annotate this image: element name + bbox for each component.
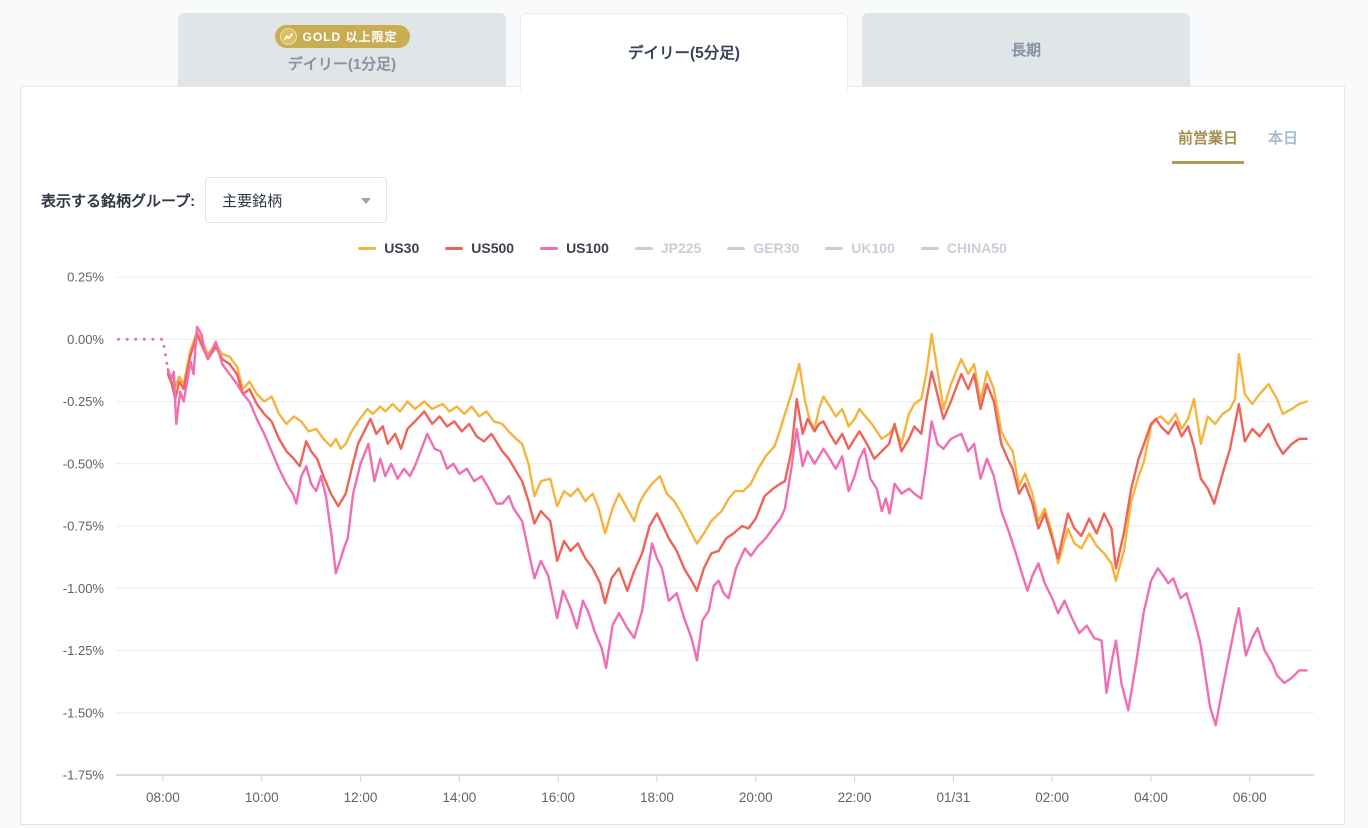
legend-dash-icon xyxy=(540,246,559,250)
y-axis-label: 0.00% xyxy=(67,332,104,347)
legend-dash-icon xyxy=(825,246,844,250)
x-axis-label: 04:00 xyxy=(1134,790,1168,805)
legend-label: US30 xyxy=(384,240,420,256)
gold-badge: GOLD 以上限定 xyxy=(274,25,410,48)
symbol-group-select[interactable]: 主要銘柄 xyxy=(205,177,388,223)
tab-daily-1min[interactable]: GOLD 以上限定 デイリー(1分足) xyxy=(178,13,506,86)
legend-dash-icon xyxy=(445,246,464,250)
series-us30-line xyxy=(166,330,1308,582)
legend-item-us500[interactable]: US500 xyxy=(445,240,514,256)
period-toggle: 前営業日 本日 xyxy=(1171,127,1298,164)
y-axis-label: -1.25% xyxy=(63,643,105,658)
y-axis-label: -1.00% xyxy=(63,581,105,596)
tab-daily-5min[interactable]: デイリー(5分足) xyxy=(520,13,848,90)
x-axis-label: 18:00 xyxy=(640,790,674,805)
period-today-label: 本日 xyxy=(1267,130,1298,147)
x-axis-label: 14:00 xyxy=(442,790,476,805)
tab-long-term-label: 長期 xyxy=(1010,42,1041,59)
chart-panel: 前営業日 本日 表示する銘柄グループ: 主要銘柄 US30 US500 US100 J… xyxy=(20,86,1345,825)
legend-item-ger30[interactable]: GER30 xyxy=(727,240,799,256)
gold-badge-text: GOLD 以上限定 xyxy=(302,30,398,44)
symbol-group-value: 主要銘柄 xyxy=(222,192,283,210)
tab-daily-5min-label: デイリー(5分足) xyxy=(628,45,740,62)
y-axis-label: -1.75% xyxy=(63,768,105,783)
symbol-group-filter: 表示する銘柄グループ: 主要銘柄 xyxy=(41,177,388,223)
series-us100-premarket xyxy=(116,337,170,371)
legend-item-us30[interactable]: US30 xyxy=(358,240,419,256)
x-axis-label: 12:00 xyxy=(344,790,378,805)
legend-dash-icon xyxy=(920,246,939,250)
y-axis-label: 0.25% xyxy=(67,270,104,285)
tab-daily-1min-label: デイリー(1分足) xyxy=(287,56,397,73)
chart-area: 0.25% 0.00% -0.25% -0.50% -0.75% -1.00% -1.25%… xyxy=(21,257,1346,823)
x-axis-label: 06:00 xyxy=(1233,790,1267,805)
x-axis-label: 01/31 xyxy=(936,790,970,805)
period-toggle-prev-day[interactable]: 前営業日 xyxy=(1171,127,1244,164)
chart-legend: US30 US500 US100 JP225 GER30 UK100 CHINA50 xyxy=(21,240,1344,256)
x-axis-label: 08:00 xyxy=(146,790,180,805)
legend-label: US100 xyxy=(566,240,609,256)
y-axis-label: -0.50% xyxy=(63,456,105,471)
period-prev-day-label: 前営業日 xyxy=(1177,130,1238,147)
legend-item-jp225[interactable]: JP225 xyxy=(634,240,702,256)
x-axis-label: 20:00 xyxy=(739,790,773,805)
series-us100-line xyxy=(166,325,1308,727)
tab-long-term[interactable]: 長期 xyxy=(862,13,1190,86)
x-axis-label: 22:00 xyxy=(838,790,872,805)
legend-item-us100[interactable]: US100 xyxy=(540,240,609,256)
series-us500-line xyxy=(166,333,1308,605)
legend-dash-icon xyxy=(358,246,377,250)
legend-dash-icon xyxy=(727,246,746,250)
x-axis-label: 02:00 xyxy=(1035,790,1069,805)
legend-label: GER30 xyxy=(753,240,800,256)
period-toggle-today[interactable]: 本日 xyxy=(1268,127,1298,164)
y-axis-label: -0.25% xyxy=(63,394,105,409)
active-tab-underline xyxy=(1171,161,1244,164)
chevron-down-icon xyxy=(361,198,372,204)
y-axis-label: -1.50% xyxy=(63,705,105,720)
legend-dash-icon xyxy=(634,246,653,250)
y-axis-label: -0.75% xyxy=(63,519,105,534)
line-chart[interactable]: 0.25% 0.00% -0.25% -0.50% -0.75% -1.00% -1.25%… xyxy=(21,257,1346,823)
legend-item-uk100[interactable]: UK100 xyxy=(825,240,895,256)
legend-label: US500 xyxy=(471,240,515,256)
symbol-group-label: 表示する銘柄グループ: xyxy=(41,192,196,210)
x-axis-label: 10:00 xyxy=(245,790,279,805)
legend-label: UK100 xyxy=(851,240,895,256)
legend-item-china50[interactable]: CHINA50 xyxy=(920,240,1007,256)
legend-label: JP225 xyxy=(660,240,702,256)
x-axis-label: 16:00 xyxy=(541,790,575,805)
gold-coin-icon xyxy=(279,28,297,45)
legend-label: CHINA50 xyxy=(946,240,1007,256)
